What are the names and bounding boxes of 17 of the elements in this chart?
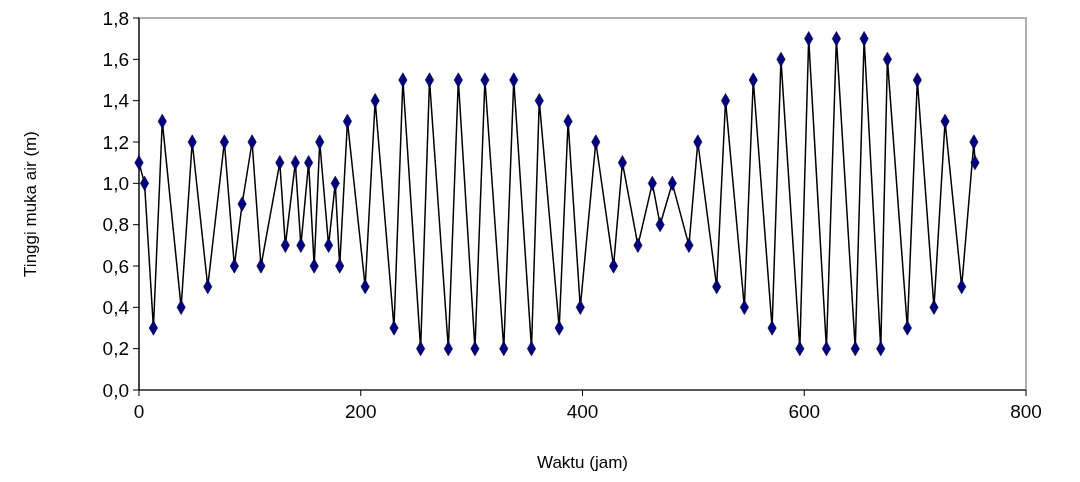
x-tick-label: 800 <box>1010 401 1042 422</box>
x-tick-label: 400 <box>566 401 599 422</box>
y-tick-label: 1,4 <box>102 90 130 112</box>
y-tick-label: 1,6 <box>102 48 129 70</box>
x-tick-label: 200 <box>344 401 377 422</box>
y-tick-label: 0,4 <box>102 296 130 318</box>
y-tick-label: 1,0 <box>102 172 129 194</box>
y-tick-label: 0,0 <box>102 379 129 401</box>
x-axis-title: Waktu (jam) <box>537 453 628 472</box>
y-axis-title: Tinggi muka air (m) <box>21 131 40 277</box>
y-tick-label: 0,8 <box>102 214 129 236</box>
y-tick-label: 1,8 <box>102 7 129 29</box>
y-tick-label: 0,2 <box>102 338 129 360</box>
x-tick-label: 0 <box>133 401 145 422</box>
x-tick-label: 600 <box>788 401 821 422</box>
y-tick-label: 0,6 <box>102 255 129 277</box>
y-tick-label: 1,2 <box>102 131 129 153</box>
